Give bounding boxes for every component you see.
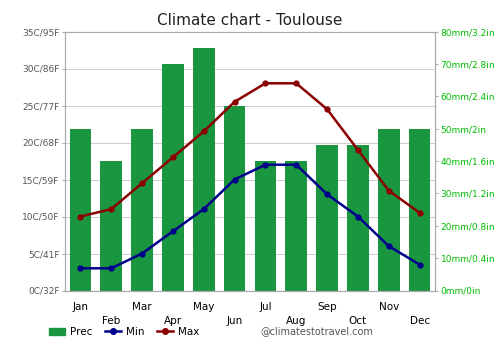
Bar	[378, 129, 400, 290]
Text: Oct: Oct	[349, 315, 367, 326]
Bar	[132, 129, 153, 290]
Bar	[316, 145, 338, 290]
Text: Apr: Apr	[164, 315, 182, 326]
Text: Mar: Mar	[132, 302, 152, 312]
Legend: Prec, Min, Max: Prec, Min, Max	[45, 323, 203, 341]
Bar	[409, 129, 430, 290]
Bar	[286, 161, 307, 290]
Text: Jun: Jun	[226, 315, 242, 326]
Bar	[162, 64, 184, 290]
Text: @climatestotravel.com: @climatestotravel.com	[260, 326, 373, 336]
Text: Sep: Sep	[318, 302, 337, 312]
Bar	[100, 161, 122, 290]
Bar	[70, 129, 91, 290]
Text: Nov: Nov	[378, 302, 399, 312]
Text: May: May	[193, 302, 214, 312]
Bar	[254, 161, 276, 290]
Bar	[224, 106, 246, 290]
Title: Climate chart - Toulouse: Climate chart - Toulouse	[158, 13, 342, 28]
Text: Jul: Jul	[259, 302, 272, 312]
Bar	[347, 145, 368, 290]
Text: Jan: Jan	[72, 302, 88, 312]
Text: Dec: Dec	[410, 315, 430, 326]
Bar	[193, 48, 214, 290]
Text: Feb: Feb	[102, 315, 120, 326]
Text: Aug: Aug	[286, 315, 306, 326]
